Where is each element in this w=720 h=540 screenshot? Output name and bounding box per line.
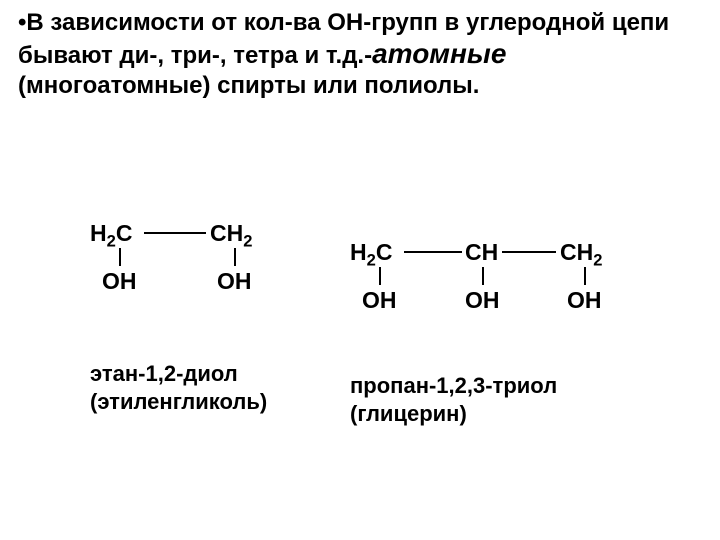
mol1-c1-sub: 2 xyxy=(107,232,116,251)
mol2-c3-sub: 2 xyxy=(593,251,602,270)
mol2-c2: CH xyxy=(465,239,498,266)
mol1-caption-line2: (этиленгликоль) xyxy=(90,389,267,414)
mol1-bond-cc xyxy=(144,232,206,234)
mol1-caption: этан-1,2-диол (этиленгликоль) xyxy=(90,360,267,415)
mol1-bond-v2 xyxy=(234,248,236,266)
heading-part2: (многоатомные) спирты или полиолы. xyxy=(18,72,479,99)
mol2-c3: CH2 xyxy=(560,239,602,266)
mol2-oh1: OH xyxy=(362,287,397,314)
mol2-c3-ch: CH xyxy=(560,239,593,265)
mol2-c1-sub: 2 xyxy=(367,251,376,270)
mol1-c2-sub: 2 xyxy=(243,232,252,251)
mol1-c1-c: C xyxy=(116,220,133,246)
mol1-c2-ch: CH xyxy=(210,220,243,246)
mol2-c1-h: H xyxy=(350,239,367,265)
mol2-oh2: OH xyxy=(465,287,500,314)
mol2-c1: H2C xyxy=(350,239,392,266)
mol1-oh2: OH xyxy=(217,268,252,295)
heading-part1: В зависимости от кол-ва ОН-групп в углер… xyxy=(18,9,669,69)
mol1-c1-h: H xyxy=(90,220,107,246)
mol2-caption: пропан-1,2,3-триол (глицерин) xyxy=(350,372,557,427)
heading-italic: атомные xyxy=(372,38,506,69)
mol2-oh3: OH xyxy=(567,287,602,314)
mol2-caption-line2: (глицерин) xyxy=(350,401,467,426)
mol1-bond-v1 xyxy=(119,248,121,266)
mol1-oh1: OH xyxy=(102,268,137,295)
mol2-bond-v1 xyxy=(379,267,381,285)
slide: •В зависимости от кол-ва ОН-групп в угле… xyxy=(0,0,720,540)
mol2-c1-c: C xyxy=(376,239,393,265)
mol2-bond-cc2 xyxy=(502,251,556,253)
mol1-c1: H2C xyxy=(90,220,132,247)
heading-text: •В зависимости от кол-ва ОН-групп в угле… xyxy=(18,8,690,101)
mol1-caption-line1: этан-1,2-диол xyxy=(90,361,238,386)
mol1-c2: CH2 xyxy=(210,220,252,247)
mol2-caption-line1: пропан-1,2,3-триол xyxy=(350,373,557,398)
mol2-bond-v2 xyxy=(482,267,484,285)
mol2-bond-cc1 xyxy=(404,251,462,253)
mol2-bond-v3 xyxy=(584,267,586,285)
